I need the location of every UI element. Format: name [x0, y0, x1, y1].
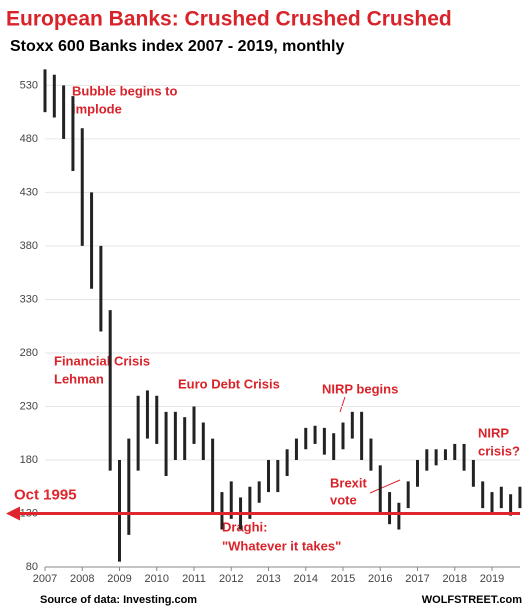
annotation-pointer	[369, 479, 401, 494]
x-tick-label: 2014	[294, 573, 318, 585]
x-tick-label: 2015	[331, 573, 355, 585]
annotation: NIRP begins	[322, 381, 398, 396]
annotation: Draghi:	[222, 519, 268, 534]
reference-label: Oct 1995	[14, 486, 77, 503]
y-tick-label: 380	[20, 240, 38, 252]
y-tick-label: 80	[26, 561, 38, 573]
x-tick-label: 2018	[443, 573, 467, 585]
annotation-pointer	[339, 396, 346, 413]
y-tick-label: 180	[20, 454, 38, 466]
chart-subtitle: Stoxx 600 Banks index 2007 - 2019, month…	[10, 38, 344, 55]
x-tick-label: 2013	[256, 573, 280, 585]
x-tick-label: 2019	[480, 573, 504, 585]
annotation: implode	[72, 101, 122, 116]
x-tick-label: 2011	[182, 573, 206, 585]
annotation: Brexit	[330, 475, 368, 490]
annotation: Lehman	[54, 371, 104, 386]
annotation: crisis?	[478, 443, 520, 458]
reference-arrow	[6, 506, 20, 521]
x-tick-label: 2017	[405, 573, 429, 585]
source-note: Source of data: Investing.com	[40, 594, 197, 606]
annotation: "Whatever it takes"	[222, 538, 341, 553]
x-tick-label: 2010	[145, 573, 169, 585]
y-tick-label: 230	[20, 400, 38, 412]
annotation: Bubble begins to	[72, 83, 178, 98]
annotation: vote	[330, 492, 357, 507]
annotation: Financial Crisis	[54, 353, 150, 368]
y-tick-label: 330	[20, 293, 38, 305]
annotation: NIRP	[478, 425, 509, 440]
chart-title: European Banks: Crushed Crushed Crushed	[6, 8, 452, 31]
y-tick-label: 530	[20, 79, 38, 91]
y-tick-label: 480	[20, 133, 38, 145]
x-tick-label: 2008	[70, 573, 94, 585]
x-tick-label: 2007	[33, 573, 57, 585]
annotation: Euro Debt Crisis	[178, 376, 280, 391]
x-tick-label: 2016	[368, 573, 392, 585]
brand: WOLFSTREET.com	[422, 594, 522, 606]
x-tick-label: 2009	[107, 573, 131, 585]
y-tick-label: 430	[20, 186, 38, 198]
x-tick-label: 2012	[219, 573, 243, 585]
y-tick-label: 280	[20, 347, 38, 359]
